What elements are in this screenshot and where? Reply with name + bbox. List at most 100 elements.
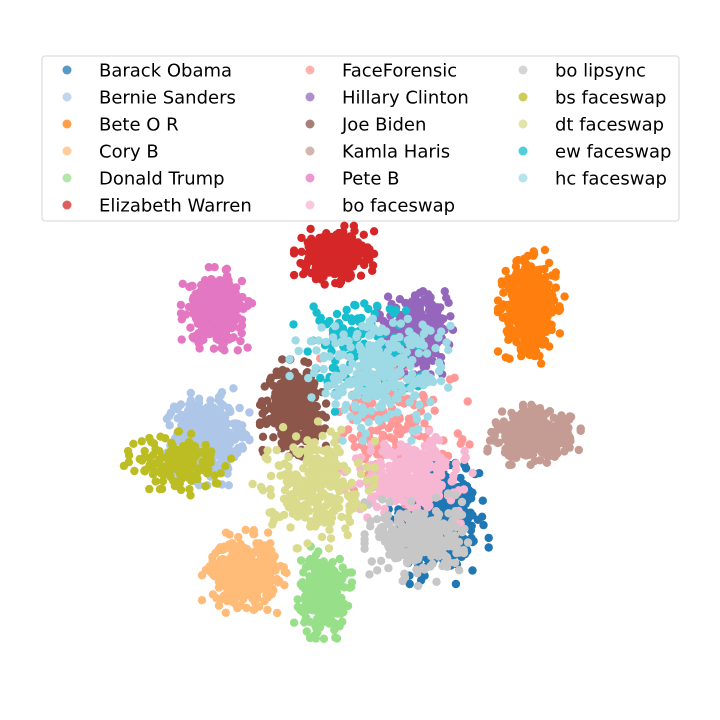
data-point	[263, 605, 272, 615]
data-point	[223, 469, 232, 478]
data-point	[502, 326, 511, 336]
data-point	[403, 557, 412, 566]
data-point	[522, 260, 532, 270]
data-point	[460, 455, 469, 465]
data-point	[413, 581, 423, 591]
data-point	[256, 550, 265, 559]
data-point	[165, 421, 174, 430]
data-point	[373, 426, 382, 435]
data-point	[450, 531, 459, 540]
data-point	[312, 402, 321, 411]
data-point	[473, 515, 483, 524]
data-point	[240, 585, 250, 594]
data-point	[335, 254, 344, 264]
data-point	[210, 317, 220, 326]
data-point	[272, 608, 282, 618]
data-point	[468, 566, 477, 575]
data-point	[248, 589, 258, 598]
data-point	[399, 483, 409, 492]
data-point	[229, 384, 238, 393]
series-donald-trump	[289, 542, 357, 643]
data-point	[184, 302, 194, 312]
data-point	[534, 265, 543, 275]
data-point	[212, 594, 221, 603]
data-point	[532, 307, 541, 317]
data-point	[326, 250, 336, 260]
data-point	[457, 497, 467, 507]
data-point	[551, 283, 561, 292]
data-point	[540, 245, 550, 255]
data-point	[263, 528, 273, 537]
data-point	[320, 256, 329, 265]
data-point	[365, 570, 374, 579]
data-point	[360, 544, 369, 553]
data-point	[221, 265, 230, 274]
data-point	[499, 288, 508, 297]
data-point	[177, 335, 186, 344]
data-point	[199, 429, 209, 438]
data-point	[391, 460, 401, 469]
data-point	[213, 460, 223, 469]
data-point	[510, 440, 519, 449]
data-point	[529, 295, 538, 304]
data-point	[445, 558, 454, 567]
data-point	[576, 424, 585, 433]
data-point	[331, 633, 340, 642]
data-point	[425, 542, 434, 551]
data-point	[366, 522, 375, 531]
data-point	[308, 256, 318, 265]
data-point	[350, 442, 359, 452]
data-point	[540, 264, 549, 274]
data-point	[518, 431, 527, 440]
data-point	[524, 286, 533, 296]
data-point	[186, 388, 195, 398]
data-point	[456, 473, 465, 483]
data-point	[337, 594, 346, 603]
data-point	[542, 449, 551, 458]
data-point	[412, 465, 421, 474]
data-point	[516, 341, 526, 350]
data-point	[245, 408, 254, 417]
data-point	[505, 460, 514, 470]
data-point	[479, 520, 488, 530]
data-point	[561, 424, 570, 433]
data-point	[457, 528, 467, 537]
data-point	[504, 422, 513, 431]
data-point	[407, 503, 416, 512]
data-point	[200, 327, 209, 336]
data-point	[539, 283, 549, 292]
data-point	[526, 426, 535, 435]
data-point	[287, 419, 296, 428]
data-point	[530, 456, 539, 466]
data-point	[194, 419, 203, 429]
data-point	[347, 578, 357, 587]
data-point	[421, 499, 430, 508]
data-point	[493, 347, 503, 356]
data-point	[433, 450, 442, 460]
data-point	[313, 410, 322, 420]
data-point	[302, 627, 311, 636]
data-point	[335, 554, 344, 564]
data-point	[137, 437, 146, 446]
data-point	[227, 333, 236, 343]
data-point	[419, 295, 429, 304]
data-point	[217, 388, 227, 397]
data-point	[262, 593, 271, 603]
data-point	[544, 258, 554, 268]
data-point	[432, 517, 441, 526]
data-point	[216, 336, 225, 346]
data-point	[382, 479, 392, 489]
data-point	[220, 443, 229, 453]
data-point	[221, 608, 230, 617]
data-point	[296, 258, 305, 268]
data-point	[224, 541, 234, 550]
data-point	[190, 308, 199, 317]
data-point	[468, 468, 477, 478]
data-point	[386, 529, 395, 538]
data-point	[296, 606, 305, 615]
data-point	[341, 234, 350, 243]
data-point	[384, 563, 393, 573]
data-point	[280, 567, 289, 576]
data-point	[453, 429, 462, 438]
data-point	[237, 321, 247, 330]
